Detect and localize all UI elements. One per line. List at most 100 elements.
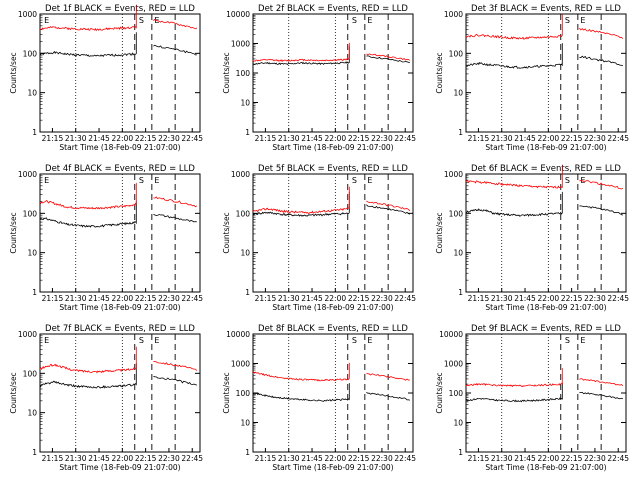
y-tick-label: 10	[453, 419, 463, 428]
chart-title: Det 2f BLACK = Events, RED = LLD	[258, 4, 408, 14]
x-tick-label: 22:15	[348, 134, 370, 143]
event-marker-label: E	[367, 336, 372, 345]
y-tick-label: 100	[449, 389, 464, 398]
x-tick-label: 22:15	[348, 294, 370, 303]
x-tick-label: 22:00	[112, 294, 134, 303]
panel-det-6: Det 6f BLACK = Events, RED = LLD 1 10 100 10…	[435, 164, 629, 312]
y-tick-label: 1	[245, 128, 250, 137]
x-axis-label: Start Time (18-Feb-09 21:07:00)	[59, 143, 180, 152]
series-events-line	[252, 383, 350, 402]
x-tick-label: 22:30	[158, 134, 180, 143]
series-events-post-line	[153, 44, 197, 56]
series-lld-line	[466, 14, 563, 40]
x-tick-label: 22:45	[181, 294, 203, 303]
y-tick-label: 1000	[231, 40, 250, 49]
x-tick-label: 22:45	[181, 454, 203, 463]
x-tick-label: 22:45	[607, 294, 629, 303]
plot-frame	[252, 173, 414, 293]
x-tick-label: 21:45	[514, 454, 536, 463]
event-marker-label: E	[367, 16, 372, 25]
x-tick-label: 21:45	[88, 294, 110, 303]
y-tick-label: 10	[27, 409, 37, 418]
plot-frame	[252, 13, 414, 133]
y-tick-label: 1000	[444, 10, 463, 19]
x-tick-label: 21:15	[468, 294, 490, 303]
x-tick-label: 21:15	[255, 454, 277, 463]
event-marker-label: S	[352, 336, 357, 345]
x-tick-label: 22:00	[538, 134, 560, 143]
x-tick-label: 22:15	[135, 454, 157, 463]
x-axis-label: Start Time (18-Feb-09 21:07:00)	[272, 463, 393, 472]
x-tick-label: 21:15	[468, 454, 490, 463]
x-tick-label: 22:30	[158, 294, 180, 303]
x-tick-label: 22:00	[538, 454, 560, 463]
x-tick-label: 21:15	[468, 134, 490, 143]
y-tick-label: 1	[245, 288, 250, 297]
x-tick-label: 22:00	[112, 134, 134, 143]
y-tick-label: 100	[449, 209, 464, 218]
x-axis-label: Start Time (18-Feb-09 21:07:00)	[59, 463, 180, 472]
event-marker-label: E	[580, 176, 585, 185]
y-tick-label: 10	[27, 249, 37, 258]
x-tick-label: 21:45	[301, 454, 323, 463]
x-tick-label: 22:30	[584, 454, 606, 463]
plot-frame	[465, 333, 627, 453]
event-marker-label: S	[352, 16, 357, 25]
y-tick-label: 1	[458, 288, 463, 297]
x-tick-label: 21:45	[514, 294, 536, 303]
x-tick-label: 22:45	[394, 134, 416, 143]
x-tick-label: 21:30	[278, 294, 300, 303]
series-lld-post-line	[153, 18, 198, 30]
y-tick-label: 10000	[226, 330, 250, 339]
x-axis-label: Start Time (18-Feb-09 21:07:00)	[485, 463, 606, 472]
event-marker-label: E	[580, 16, 585, 25]
event-marker-label: S	[139, 336, 144, 345]
y-tick-label: 100	[23, 209, 38, 218]
event-marker-label: E	[367, 176, 372, 185]
x-tick-label: 22:15	[561, 134, 583, 143]
series-events-line	[465, 43, 563, 69]
x-tick-label: 22:30	[158, 454, 180, 463]
chart-title: Det 3f BLACK = Events, RED = LLD	[471, 4, 621, 14]
panel-det-5: Det 5f BLACK = Events, RED = LLD 1 10 100 10…	[222, 164, 416, 312]
y-tick-label: 1	[458, 128, 463, 137]
x-tick-label: 21:30	[491, 134, 513, 143]
panel-det-4: Det 4f BLACK = Events, RED = LLD 1 10 100 10…	[9, 164, 203, 312]
y-axis-label: Counts/sec	[222, 52, 231, 93]
panel-det-3: Det 3f BLACK = Events, RED = LLD 1 10 100 10…	[435, 4, 629, 152]
y-tick-label: 10	[240, 99, 250, 108]
series-events-post-line	[366, 204, 411, 215]
x-tick-label: 22:15	[561, 454, 583, 463]
x-tick-label: 22:30	[584, 134, 606, 143]
x-tick-label: 22:30	[371, 294, 393, 303]
series-lld-post-line	[366, 200, 411, 212]
plot-frame	[39, 333, 201, 453]
series-lld-post-line	[366, 53, 411, 61]
series-lld-post-line	[153, 196, 198, 208]
series-events-post-line	[579, 391, 624, 400]
x-tick-label: 22:30	[371, 454, 393, 463]
x-axis-label: Start Time (18-Feb-09 21:07:00)	[59, 303, 180, 312]
y-tick-label: 1	[32, 288, 37, 297]
x-tick-label: 22:00	[325, 134, 347, 143]
x-tick-label: 21:45	[301, 134, 323, 143]
x-tick-label: 21:45	[514, 134, 536, 143]
x-tick-label: 22:00	[325, 294, 347, 303]
series-lld-line	[465, 368, 563, 388]
series-lld-line	[252, 362, 350, 382]
series-lld-line	[252, 42, 350, 62]
x-tick-label: 22:15	[135, 134, 157, 143]
event-marker-label: E	[154, 336, 159, 345]
series-events-line	[465, 382, 563, 403]
x-tick-label: 22:00	[538, 294, 560, 303]
series-events-line	[252, 191, 350, 217]
x-tick-label: 22:45	[394, 294, 416, 303]
x-tick-label: 21:45	[88, 454, 110, 463]
y-tick-label: 100	[236, 389, 251, 398]
x-axis-label: Start Time (18-Feb-09 21:07:00)	[485, 303, 606, 312]
y-tick-label: 1	[458, 448, 463, 457]
y-tick-label: 10	[453, 89, 463, 98]
x-tick-label: 22:30	[584, 294, 606, 303]
x-tick-label: 22:00	[112, 454, 134, 463]
series-events-post-line	[579, 55, 623, 66]
